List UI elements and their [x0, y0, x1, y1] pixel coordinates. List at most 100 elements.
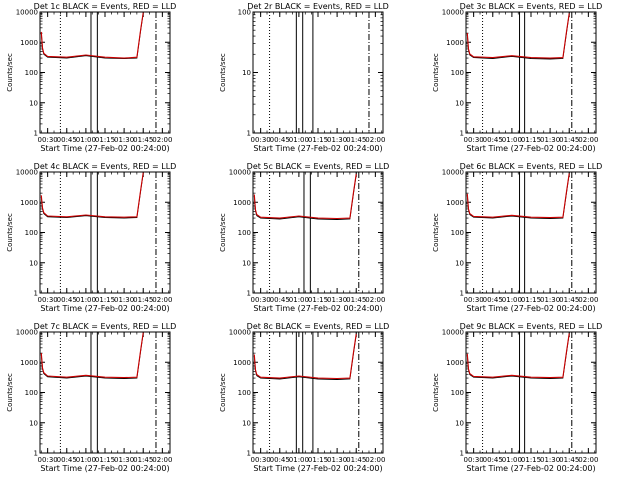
y-tick-label: 10000 — [229, 169, 251, 177]
chart-panel-1: Det 1c BLACK = Events, RED = LLD 1 10 100 10… — [6, 2, 176, 153]
chart-panel-2: Det 2r BLACK = Events, RED = LLD 1 10 100 00… — [219, 2, 389, 153]
x-tick-label: 00:30 — [464, 456, 484, 464]
series-red — [40, 12, 144, 59]
chart-panel-9: Det 9c BLACK = Events, RED = LLD 1 10 100 10… — [432, 322, 602, 473]
x-tick-label: 01:15 — [308, 136, 328, 144]
plot-frame — [252, 331, 384, 454]
y-tick-label: 1000 — [20, 359, 38, 367]
x-tick-label: 00:45 — [270, 456, 290, 464]
x-tick-label: 01:45 — [559, 456, 579, 464]
y-tick-label: 1000 — [233, 359, 251, 367]
plot-frame — [39, 11, 171, 134]
x-tick-label: 00:45 — [57, 456, 77, 464]
series-red — [253, 174, 357, 220]
x-tick-label: 01:30 — [327, 136, 347, 144]
y-tick-label: 1000 — [20, 39, 38, 47]
y-tick-label: 10 — [242, 259, 251, 267]
x-tick-label: 01:45 — [133, 456, 153, 464]
y-tick-label: 1 — [247, 130, 251, 138]
plot-frame — [465, 11, 597, 134]
x-axis-label: Start Time (27-Feb-02 00:24:00) — [40, 304, 169, 313]
x-tick-label: 02:00 — [578, 296, 598, 304]
y-tick-label: 1 — [247, 290, 251, 298]
x-tick-label: 01:45 — [346, 136, 366, 144]
y-tick-label: 1 — [460, 130, 464, 138]
plot-frame — [39, 331, 171, 454]
x-tick-label: 01:15 — [95, 136, 115, 144]
y-tick-label: 100 — [25, 69, 38, 77]
y-tick-label: 100 — [238, 9, 251, 17]
chart-panel-6: Det 6c BLACK = Events, RED = LLD 1 10 100 10… — [432, 162, 602, 313]
y-axis-label: Counts/sec — [219, 373, 227, 412]
chart-title: Det 8c BLACK = Events, RED = LLD — [247, 322, 390, 331]
y-tick-label: 1 — [460, 450, 464, 458]
x-axis-label: Start Time (27-Feb-02 00:24:00) — [466, 464, 595, 473]
series-red — [466, 333, 570, 379]
y-tick-label: 10000 — [16, 329, 38, 337]
chart-panel-5: Det 5c BLACK = Events, RED = LLD 1 10 100 10… — [219, 162, 389, 313]
x-axis-label: Start Time (27-Feb-02 00:24:00) — [253, 144, 382, 153]
x-tick-label: 02:00 — [152, 296, 172, 304]
x-tick-label: 01:15 — [521, 296, 541, 304]
chart-panel-4: Det 4c BLACK = Events, RED = LLD 1 10 100 10… — [6, 162, 176, 313]
x-tick-label: 00:30 — [38, 456, 58, 464]
chart-title: Det 1c BLACK = Events, RED = LLD — [34, 2, 177, 11]
x-tick-label: 02:00 — [365, 296, 385, 304]
y-axis-label: Counts/sec — [6, 373, 14, 412]
x-tick-label: 01:30 — [540, 296, 560, 304]
y-tick-label: 1000 — [20, 199, 38, 207]
series-black — [40, 13, 144, 59]
x-tick-label: 01:45 — [133, 296, 153, 304]
y-tick-label: 10000 — [442, 169, 464, 177]
plot-frame — [252, 11, 384, 134]
x-tick-label: 00:45 — [483, 456, 503, 464]
x-tick-label: 01:45 — [559, 296, 579, 304]
x-tick-label: 01:15 — [521, 136, 541, 144]
x-tick-label: 01:00 — [502, 456, 522, 464]
chart-title: Det 9c BLACK = Events, RED = LLD — [460, 322, 603, 331]
x-tick-label: 01:45 — [559, 136, 579, 144]
y-axis-label: Counts/sec — [6, 213, 14, 252]
x-tick-label: 00:30 — [251, 136, 271, 144]
y-tick-label: 1 — [34, 290, 38, 298]
x-tick-label: 01:15 — [95, 296, 115, 304]
x-tick-label: 01:30 — [540, 136, 560, 144]
chart-title: Det 7c BLACK = Events, RED = LLD — [34, 322, 177, 331]
x-tick-label: 01:00 — [502, 296, 522, 304]
y-tick-label: 1 — [460, 290, 464, 298]
x-tick-label: 00:45 — [270, 296, 290, 304]
series-red — [466, 13, 570, 59]
plot-frame — [39, 171, 171, 294]
chart-title: Det 4c BLACK = Events, RED = LLD — [34, 162, 177, 171]
x-tick-label: 01:45 — [133, 136, 153, 144]
x-tick-label: 01:15 — [95, 456, 115, 464]
chart-panel-8: Det 8c BLACK = Events, RED = LLD 1 10 100 10… — [219, 322, 389, 473]
y-tick-label: 10 — [455, 259, 464, 267]
y-axis-label: Counts/sec — [219, 213, 227, 252]
chart-title: Det 3c BLACK = Events, RED = LLD — [460, 2, 603, 11]
plot-frame — [252, 171, 384, 294]
y-axis-label: Counts/sec — [432, 213, 440, 252]
x-tick-label: 01:15 — [308, 296, 328, 304]
x-tick-label: 01:45 — [346, 296, 366, 304]
series-red — [40, 172, 144, 218]
y-tick-label: 10 — [242, 419, 251, 427]
y-tick-label: 1000 — [446, 39, 464, 47]
x-tick-label: 00:30 — [38, 296, 58, 304]
x-tick-label: 02:00 — [578, 136, 598, 144]
x-tick-label: 01:45 — [346, 456, 366, 464]
y-tick-label: 100 — [25, 229, 38, 237]
x-tick-label: 02:00 — [152, 136, 172, 144]
x-tick-label: 01:00 — [289, 296, 309, 304]
series-red — [253, 334, 357, 380]
y-tick-label: 10000 — [16, 169, 38, 177]
chart-title: Det 6c BLACK = Events, RED = LLD — [460, 162, 603, 171]
x-tick-label: 01:30 — [540, 456, 560, 464]
y-tick-label: 10000 — [442, 329, 464, 337]
plot-frame — [465, 171, 597, 294]
y-tick-label: 1000 — [446, 199, 464, 207]
y-tick-label: 10 — [29, 419, 38, 427]
x-tick-label: 02:00 — [365, 136, 385, 144]
x-tick-label: 01:00 — [502, 136, 522, 144]
